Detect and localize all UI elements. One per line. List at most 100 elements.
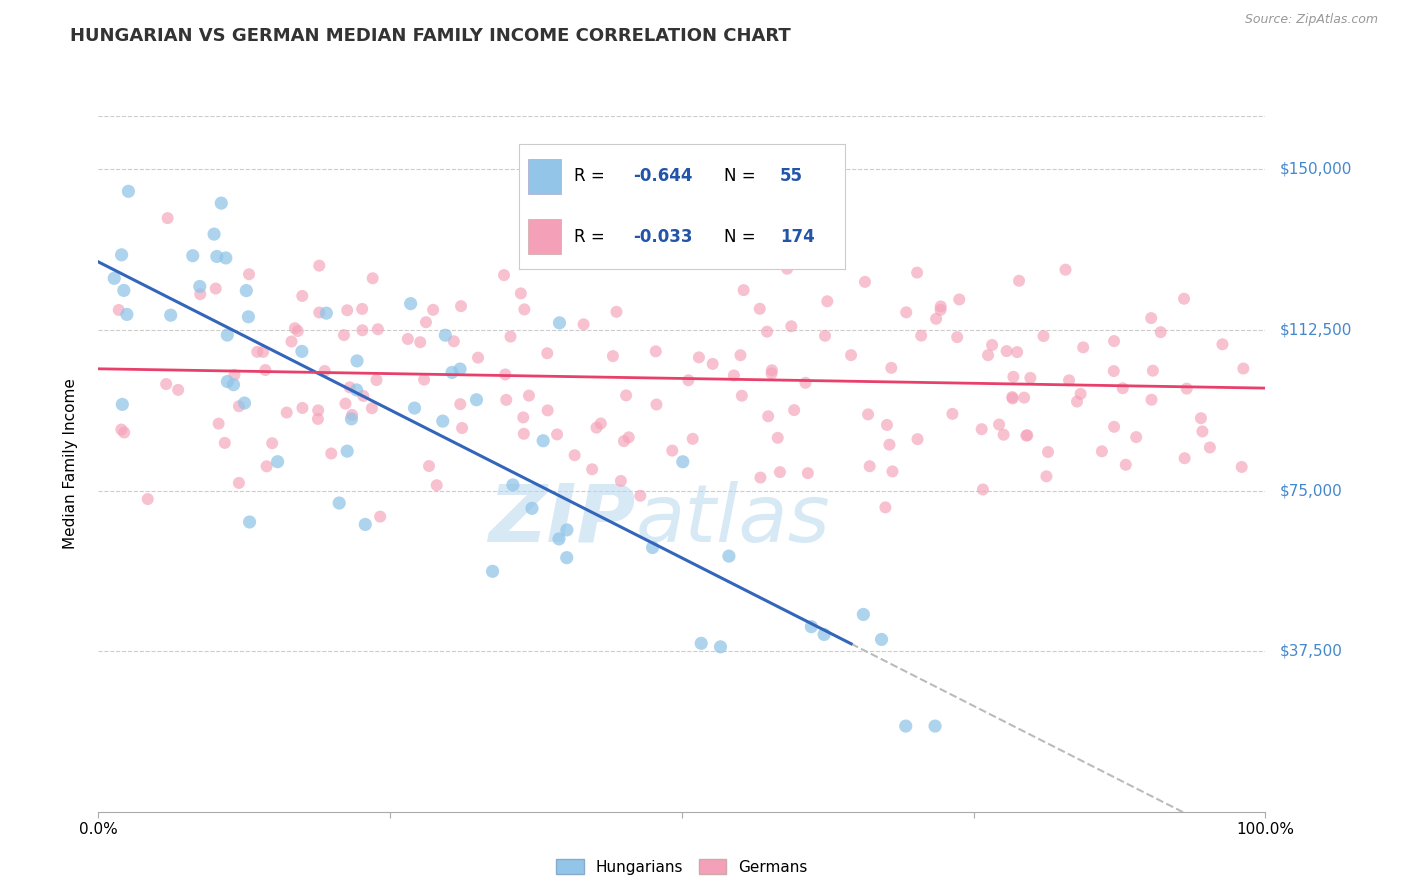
Point	[981, 338, 1004, 352]
Point	[346, 354, 368, 368]
Point	[202, 227, 225, 241]
Text: Source: ZipAtlas.com: Source: ZipAtlas.com	[1244, 13, 1378, 27]
Point	[946, 330, 969, 344]
Point	[284, 321, 307, 335]
Point	[112, 284, 135, 298]
Point	[339, 380, 361, 394]
Point	[1091, 444, 1114, 458]
Point	[813, 627, 835, 641]
Point	[1001, 390, 1024, 404]
Point	[972, 483, 994, 497]
Point	[702, 357, 724, 371]
Point	[340, 412, 363, 426]
Point	[853, 275, 876, 289]
Point	[572, 318, 595, 332]
Text: -0.033: -0.033	[633, 228, 692, 246]
Point	[610, 474, 633, 488]
Point	[224, 368, 246, 382]
Point	[117, 184, 139, 198]
Point	[688, 351, 710, 365]
Point	[876, 417, 898, 432]
Point	[704, 250, 727, 264]
Point	[875, 500, 897, 515]
Point	[159, 308, 181, 322]
Point	[879, 438, 901, 452]
Point	[228, 399, 250, 413]
Text: N =: N =	[724, 228, 756, 246]
Bar	[529, 159, 561, 194]
Point	[605, 305, 627, 319]
Point	[396, 332, 419, 346]
Point	[613, 434, 636, 449]
Text: N =: N =	[724, 167, 756, 185]
Text: R =: R =	[574, 167, 605, 185]
Point	[361, 271, 384, 285]
Point	[1140, 311, 1163, 326]
Point	[1017, 428, 1039, 442]
Point	[291, 344, 314, 359]
Point	[536, 346, 558, 360]
Point	[308, 305, 330, 319]
Point	[238, 267, 260, 281]
Point	[235, 284, 257, 298]
Point	[1012, 391, 1035, 405]
Point	[1102, 364, 1125, 378]
Point	[513, 426, 536, 441]
Point	[581, 462, 603, 476]
Point	[492, 268, 515, 282]
Text: ZIP: ZIP	[488, 481, 636, 558]
Point	[188, 287, 211, 301]
Point	[756, 409, 779, 424]
Point	[555, 523, 578, 537]
Point	[233, 396, 256, 410]
Point	[404, 401, 426, 415]
Point	[512, 410, 534, 425]
Point	[238, 310, 260, 324]
Point	[346, 383, 368, 397]
Point	[204, 282, 226, 296]
Point	[155, 377, 177, 392]
Point	[432, 414, 454, 428]
Point	[252, 344, 274, 359]
Point	[499, 329, 522, 343]
Point	[205, 250, 228, 264]
Point	[1174, 451, 1197, 466]
Point	[222, 377, 245, 392]
Point	[1005, 345, 1028, 359]
Point	[548, 316, 571, 330]
Point	[441, 365, 464, 379]
Point	[352, 389, 374, 403]
Y-axis label: Median Family Income: Median Family Income	[63, 378, 77, 549]
Point	[214, 436, 236, 450]
Point	[112, 425, 135, 440]
Point	[630, 255, 652, 269]
Point	[1008, 274, 1031, 288]
Point	[276, 406, 298, 420]
Point	[352, 301, 374, 316]
Point	[852, 607, 875, 622]
Point	[291, 289, 314, 303]
Point	[188, 279, 211, 293]
Point	[910, 328, 932, 343]
Point	[1112, 381, 1135, 395]
Point	[617, 430, 640, 444]
Point	[814, 328, 837, 343]
Point	[340, 408, 363, 422]
Point	[422, 302, 444, 317]
Point	[413, 373, 436, 387]
Text: $37,500: $37,500	[1279, 644, 1343, 658]
Point	[467, 351, 489, 365]
Point	[1015, 428, 1038, 442]
Legend: Hungarians, Germans: Hungarians, Germans	[550, 853, 814, 880]
Point	[509, 286, 531, 301]
Point	[546, 427, 568, 442]
Point	[731, 389, 754, 403]
Point	[602, 349, 624, 363]
Point	[859, 459, 882, 474]
Point	[1054, 262, 1077, 277]
Point	[415, 315, 437, 329]
Point	[449, 362, 471, 376]
Point	[465, 392, 488, 407]
Point	[534, 216, 557, 230]
Point	[815, 294, 838, 309]
